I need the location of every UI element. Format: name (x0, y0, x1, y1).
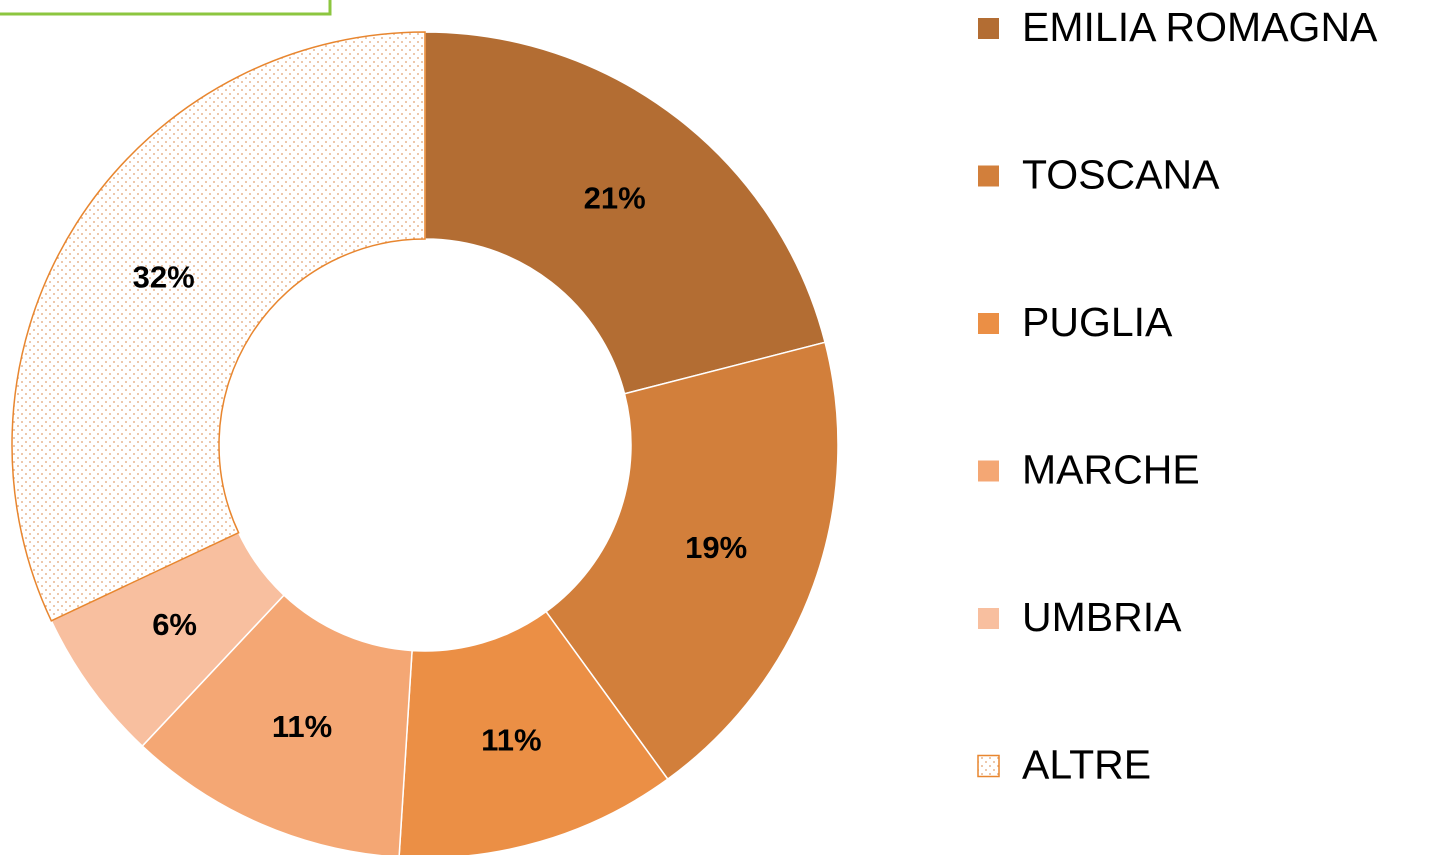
data-label: 32% (133, 259, 195, 294)
legend-label: ALTRE (1022, 741, 1151, 787)
legend-swatch (978, 460, 999, 482)
donut-segment (424, 31, 826, 395)
legend-swatch (978, 608, 999, 629)
legend-label: TOSCANA (1022, 151, 1220, 197)
donut-segment (11, 31, 426, 622)
legend-label: EMILIA ROMAGNA (1022, 4, 1378, 50)
donut-segment (545, 341, 839, 781)
donut-segment (398, 610, 669, 855)
data-label: 11% (481, 722, 541, 757)
legend-swatch (978, 18, 999, 39)
legend-swatch (978, 165, 999, 187)
data-label: 21% (584, 181, 646, 216)
legend-label: PUGLIA (1022, 299, 1173, 345)
legend-label: UMBRIA (1022, 594, 1182, 640)
header-box (0, 0, 332, 16)
legend-swatch (978, 313, 999, 334)
data-label: 19% (685, 530, 747, 565)
data-label: 11% (272, 709, 332, 744)
donut-segment (141, 594, 413, 855)
data-label: 6% (152, 607, 197, 642)
legend-swatch (977, 754, 1000, 778)
legend-label: MARCHE (1022, 446, 1200, 492)
